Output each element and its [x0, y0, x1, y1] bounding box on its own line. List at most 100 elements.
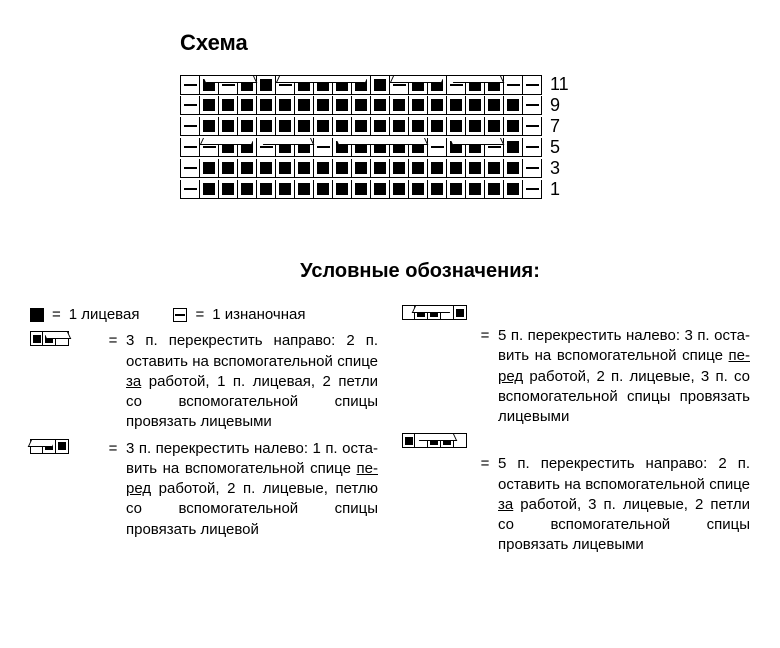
legend-c5l-text: 5 п. перекрестить налево: 3 п. оста­вить…	[498, 326, 750, 427]
stitch-knit	[390, 117, 409, 136]
stitch-knit	[371, 117, 390, 136]
chart-row: 5	[180, 137, 760, 158]
stitch-knit	[447, 117, 466, 136]
stitch-knit	[314, 159, 333, 178]
stitch-knit	[352, 96, 371, 115]
stitch-purl	[181, 159, 200, 178]
stitch-knit	[466, 180, 485, 199]
stitch-knit	[333, 180, 352, 199]
stitch-knit	[485, 117, 504, 136]
cable-overlay	[260, 138, 314, 145]
stitch-knit	[238, 117, 257, 136]
symbol-knit	[30, 308, 44, 322]
chart-row: 9	[180, 95, 760, 116]
stitch-knit	[447, 96, 466, 115]
row-number: 5	[550, 137, 574, 158]
stitch-knit	[447, 180, 466, 199]
chart-row: 11	[180, 74, 760, 95]
stitch-knit	[504, 159, 523, 178]
cable-overlay	[390, 76, 444, 83]
equals-sign: =	[478, 454, 492, 474]
stitch-knit	[314, 96, 333, 115]
stitch-knit	[333, 117, 352, 136]
stitch-knit	[295, 117, 314, 136]
stitch-purl	[523, 96, 542, 115]
knitting-chart: 1197531	[180, 74, 760, 200]
symbol-cable-5-right	[402, 433, 472, 448]
stitch-knit	[504, 138, 523, 157]
stitch-knit	[200, 117, 219, 136]
stitch-knit	[485, 96, 504, 115]
stitch-knit	[257, 180, 276, 199]
stitch-purl	[181, 76, 200, 95]
stitch-knit	[352, 117, 371, 136]
cable-overlay	[450, 76, 504, 83]
symbol-cable-3-right	[30, 331, 100, 346]
stitch-purl	[181, 138, 200, 157]
stitch-purl	[523, 117, 542, 136]
legend-c3l-text: 3 п. перекрестить налево: 1 п. оста­вить…	[126, 439, 378, 540]
legend-purl-label: 1 изнаночная	[212, 305, 305, 325]
stitch-purl	[428, 138, 447, 157]
chart-row: 3	[180, 158, 760, 179]
cable-overlay	[203, 76, 257, 83]
stitch-knit	[333, 159, 352, 178]
row-number: 11	[550, 74, 574, 95]
stitch-purl	[314, 138, 333, 157]
row-number: 3	[550, 158, 574, 179]
stitch-purl	[181, 180, 200, 199]
stitch-knit	[219, 117, 238, 136]
stitch-knit	[276, 96, 295, 115]
cable-overlay	[336, 138, 428, 145]
legend: = 1 лицевая = 1 изнаночная = 3 п. перекр…	[20, 305, 760, 562]
stitch-knit	[295, 159, 314, 178]
legend-c3r-text: 3 п. перекрестить направо: 2 п. оста­вит…	[126, 331, 378, 432]
stitch-purl	[504, 76, 523, 95]
cable-overlay	[200, 138, 254, 145]
stitch-knit	[447, 159, 466, 178]
stitch-knit	[428, 159, 447, 178]
stitch-knit	[504, 117, 523, 136]
equals-sign: =	[478, 326, 492, 346]
stitch-knit	[295, 180, 314, 199]
stitch-knit	[428, 117, 447, 136]
legend-col-left: = 1 лицевая = 1 изнаночная = 3 п. перекр…	[30, 305, 378, 562]
stitch-knit	[219, 180, 238, 199]
stitch-purl	[523, 159, 542, 178]
stitch-knit	[200, 180, 219, 199]
stitch-knit	[352, 180, 371, 199]
stitch-knit	[409, 96, 428, 115]
stitch-knit	[409, 117, 428, 136]
equals-sign: =	[195, 305, 204, 325]
stitch-knit	[219, 159, 238, 178]
stitch-knit	[428, 180, 447, 199]
stitch-knit	[238, 96, 257, 115]
chart-title: Схема	[180, 30, 760, 56]
stitch-knit	[257, 159, 276, 178]
stitch-knit	[371, 76, 390, 95]
stitch-knit	[352, 159, 371, 178]
stitch-knit	[276, 117, 295, 136]
stitch-knit	[257, 76, 276, 95]
stitch-knit	[314, 180, 333, 199]
stitch-knit	[409, 180, 428, 199]
stitch-purl	[523, 138, 542, 157]
legend-col-right: = 5 п. перекрестить налево: 3 п. оста­ви…	[402, 305, 750, 562]
stitch-knit	[200, 96, 219, 115]
stitch-knit	[428, 96, 447, 115]
stitch-knit	[466, 159, 485, 178]
symbol-purl	[173, 308, 187, 322]
row-number: 1	[550, 179, 574, 200]
cable-overlay	[276, 76, 368, 83]
symbol-cable-5-left	[402, 305, 472, 320]
stitch-knit	[219, 96, 238, 115]
row-number: 9	[550, 95, 574, 116]
equals-sign: =	[106, 439, 120, 459]
symbol-cable-3-left	[30, 439, 100, 454]
stitch-purl	[181, 96, 200, 115]
stitch-knit	[371, 159, 390, 178]
stitch-purl	[523, 76, 542, 95]
chart-row: 7	[180, 116, 760, 137]
stitch-knit	[390, 180, 409, 199]
stitch-knit	[238, 180, 257, 199]
